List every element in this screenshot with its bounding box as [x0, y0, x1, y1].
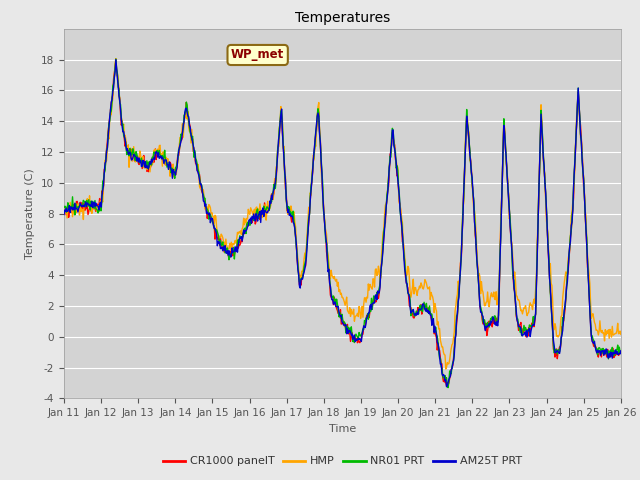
AM25T PRT	[617, 348, 625, 354]
NR01 PRT	[444, 385, 452, 391]
AM25T PRT	[60, 212, 68, 217]
AM25T PRT	[214, 239, 222, 244]
NR01 PRT	[185, 118, 193, 124]
NR01 PRT	[60, 204, 68, 209]
Title: Temperatures: Temperatures	[295, 11, 390, 25]
AM25T PRT	[112, 57, 120, 62]
CR1000 panelT	[443, 383, 451, 389]
NR01 PRT	[70, 205, 78, 211]
Y-axis label: Temperature (C): Temperature (C)	[26, 168, 35, 259]
X-axis label: Time: Time	[329, 424, 356, 433]
AM25T PRT	[443, 384, 451, 390]
HMP	[60, 211, 68, 217]
HMP	[442, 366, 450, 372]
Line: HMP: HMP	[64, 59, 621, 369]
NR01 PRT	[617, 350, 625, 356]
AM25T PRT	[185, 114, 193, 120]
HMP	[214, 233, 222, 239]
Line: AM25T PRT: AM25T PRT	[64, 60, 621, 387]
HMP	[70, 211, 78, 217]
CR1000 panelT	[112, 58, 120, 64]
AM25T PRT	[128, 157, 136, 163]
HMP	[617, 332, 625, 337]
Legend: CR1000 panelT, HMP, NR01 PRT, AM25T PRT: CR1000 panelT, HMP, NR01 PRT, AM25T PRT	[159, 452, 526, 471]
HMP	[185, 124, 193, 130]
CR1000 panelT	[617, 349, 625, 355]
Line: CR1000 panelT: CR1000 panelT	[64, 61, 621, 386]
Line: NR01 PRT: NR01 PRT	[64, 59, 621, 388]
CR1000 panelT	[185, 117, 193, 123]
NR01 PRT	[411, 313, 419, 319]
Text: WP_met: WP_met	[231, 48, 284, 61]
NR01 PRT	[214, 231, 222, 237]
NR01 PRT	[428, 311, 435, 317]
NR01 PRT	[128, 152, 136, 157]
HMP	[112, 56, 120, 61]
HMP	[411, 285, 419, 291]
CR1000 panelT	[411, 313, 419, 319]
HMP	[128, 158, 136, 164]
NR01 PRT	[112, 56, 120, 62]
CR1000 panelT	[214, 237, 222, 242]
HMP	[428, 289, 435, 295]
CR1000 panelT	[128, 146, 136, 152]
AM25T PRT	[411, 312, 419, 318]
AM25T PRT	[70, 207, 78, 213]
CR1000 panelT	[70, 208, 78, 214]
AM25T PRT	[428, 312, 435, 318]
CR1000 panelT	[60, 211, 68, 217]
CR1000 panelT	[428, 315, 435, 321]
